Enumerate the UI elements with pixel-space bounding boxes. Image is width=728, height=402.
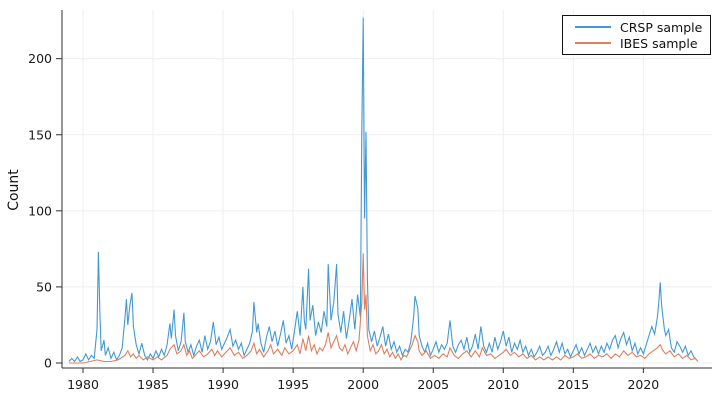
- y-tick-label: 150: [28, 127, 52, 142]
- x-tick-label: 2015: [557, 377, 589, 392]
- crsp-series-line: [68, 17, 698, 363]
- ibes-legend-label: IBES sample: [620, 35, 698, 51]
- crsp-line-swatch: [575, 26, 611, 28]
- x-tick-label: 2000: [347, 377, 379, 392]
- x-tick-label: 2020: [627, 377, 659, 392]
- x-tick-label: 2010: [487, 377, 519, 392]
- legend-entry-crsp: CRSP sample: [575, 20, 710, 34]
- ibes-series-line: [69, 253, 699, 364]
- y-tick-label: 50: [36, 279, 52, 294]
- y-tick-label: 0: [44, 355, 52, 370]
- x-tick-label: 1985: [137, 377, 169, 392]
- x-tick-label: 1995: [277, 377, 309, 392]
- x-tick-label: 2005: [417, 377, 449, 392]
- y-tick-label: 200: [28, 51, 52, 66]
- ibes-line-swatch: [575, 42, 611, 44]
- crsp-legend-label: CRSP sample: [620, 19, 703, 35]
- legend: CRSP sample IBES sample: [562, 15, 711, 55]
- legend-entry-ibes: IBES sample: [575, 36, 710, 50]
- x-tick-label: 1980: [67, 377, 99, 392]
- y-tick-label: 100: [28, 203, 52, 218]
- x-tick-label: 1990: [207, 377, 239, 392]
